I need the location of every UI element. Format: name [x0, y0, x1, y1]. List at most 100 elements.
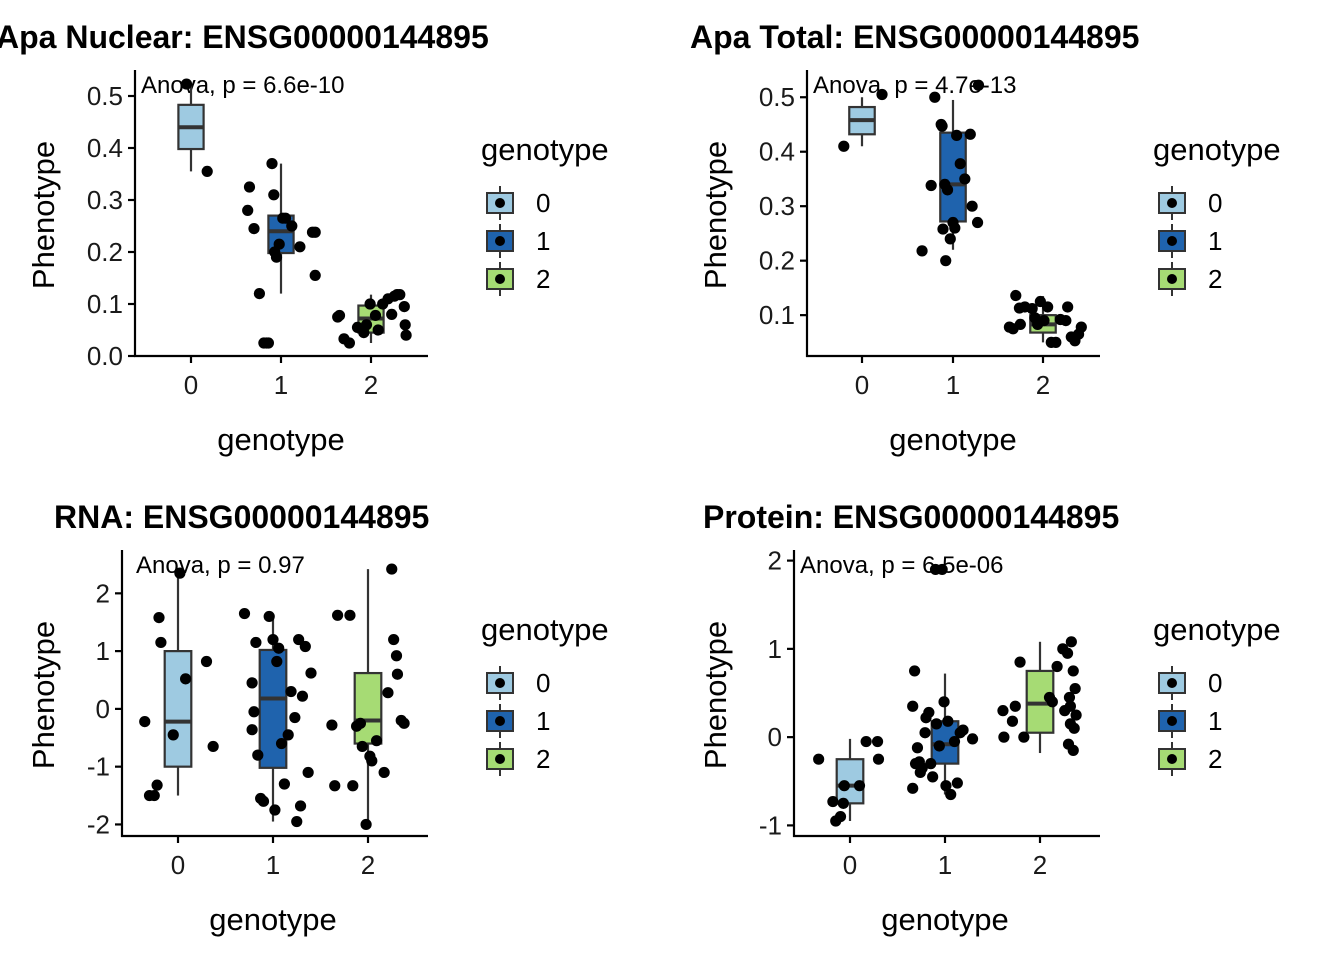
data-point [238, 607, 251, 620]
y-tick-label: 0.2 [759, 246, 795, 276]
legend-label-0: 0 [536, 668, 550, 698]
data-point [332, 609, 344, 621]
y-axis-label: Phenotype [698, 621, 733, 769]
data-point [151, 779, 163, 791]
data-point [853, 780, 866, 792]
data-point [834, 810, 847, 823]
y-tick-label: 0 [768, 722, 782, 752]
x-tick-label: 1 [266, 850, 280, 880]
data-point [964, 128, 976, 140]
box-genotype-2 [353, 671, 383, 745]
y-tick-label: 0.1 [87, 289, 123, 319]
x-tick-label: 0 [855, 370, 869, 400]
x-axis-label: genotype [889, 422, 1017, 457]
data-point [386, 563, 398, 575]
y-tick-label: 2 [96, 578, 110, 608]
y-tick-label: 1 [768, 634, 782, 664]
data-point [378, 766, 390, 779]
data-point [1046, 696, 1058, 708]
data-point [998, 731, 1010, 743]
data-point [1062, 301, 1074, 313]
legend-label-2: 2 [1208, 744, 1222, 774]
y-tick-label: 0.0 [87, 341, 123, 371]
data-point [267, 633, 279, 646]
data-point [360, 818, 372, 831]
data-point [876, 88, 888, 101]
data-point [951, 129, 963, 141]
data-point [929, 91, 941, 103]
legend-key-point [495, 198, 505, 208]
data-point [273, 642, 285, 654]
x-tick-label: 1 [938, 850, 952, 880]
data-point [155, 636, 167, 649]
data-point [275, 737, 288, 750]
data-point [400, 329, 412, 341]
legend-key-point [1167, 716, 1177, 726]
data-point [1063, 691, 1076, 704]
data-point [923, 706, 935, 719]
data-point [838, 780, 850, 792]
legend-key-point [1167, 754, 1177, 764]
data-point [927, 771, 939, 783]
panel-rna: RNA: ENSG00000144895 Anova, p = 0.97 -2 -… [0, 480, 672, 960]
y-axis-label: Phenotype [26, 141, 61, 289]
legend: genotype 0 1 2 [481, 132, 609, 296]
data-point [391, 668, 404, 680]
anova-annotation: Anova, p = 4.7e-13 [813, 72, 1016, 99]
data-point [248, 706, 260, 718]
data-point [174, 567, 186, 579]
data-point [1006, 715, 1019, 727]
data-point [246, 724, 258, 736]
data-point [925, 758, 937, 770]
data-point [289, 711, 301, 724]
data-point [257, 795, 270, 807]
box-genotype-0 [163, 650, 193, 768]
data-point [291, 815, 303, 828]
legend-label-2: 2 [1208, 264, 1222, 294]
data-point [370, 735, 383, 747]
legend-label-0: 0 [1208, 188, 1222, 218]
panel-apa-nuclear: Apa Nuclear: ENSG00000144895 Anova, p = … [0, 0, 672, 480]
panel-protein: Protein: ENSG00000144895 -1 0 1 2 0 1 2 Anova,… [672, 480, 1344, 960]
anova-annotation: Anova, p = 6.5e-06 [800, 552, 1003, 579]
data-point [933, 740, 945, 752]
data-point [941, 184, 954, 196]
data-point [329, 780, 341, 792]
legend-label-2: 2 [536, 744, 550, 774]
legend-title: genotype [1153, 132, 1281, 167]
data-point [949, 222, 961, 234]
y-tick-label: -1 [87, 752, 110, 782]
data-point [299, 640, 311, 653]
data-point [1038, 314, 1050, 327]
data-point [1070, 709, 1082, 721]
data-point [248, 223, 260, 235]
panel-apa-total: Apa Total: ENSG00000144895 0.1 0.2 0.3 0.4 0… [672, 0, 1344, 480]
data-point [273, 238, 285, 250]
legend-label-1: 1 [1208, 706, 1222, 736]
legend-key-point [495, 236, 505, 246]
data-point [388, 633, 400, 646]
data-point [294, 800, 307, 812]
data-point [309, 269, 321, 281]
data-point [966, 200, 978, 212]
x-axis-label: genotype [209, 902, 337, 937]
data-point [252, 749, 264, 761]
legend: genotype 0 1 2 [1153, 612, 1281, 776]
data-point [278, 778, 290, 790]
data-point [207, 740, 219, 753]
data-point [266, 158, 278, 170]
legend-key-point [495, 678, 505, 688]
data-point [1014, 656, 1026, 668]
chart-title: Apa Total: ENSG00000144895 [690, 19, 1139, 55]
anova-annotation: Anova, p = 0.97 [136, 552, 305, 579]
data-point [364, 298, 376, 310]
data-point [813, 753, 825, 765]
chart-apa-nuclear: Apa Nuclear: ENSG00000144895 Anova, p = … [0, 19, 609, 457]
box-genotype-1 [258, 648, 288, 769]
data-point [309, 226, 321, 238]
y-tick-label: 0.4 [87, 133, 123, 163]
x-tick-label: 2 [364, 370, 378, 400]
chart-title: RNA: ENSG00000144895 [54, 499, 429, 535]
y-axis-label: Phenotype [698, 141, 733, 289]
data-point [1065, 636, 1077, 648]
